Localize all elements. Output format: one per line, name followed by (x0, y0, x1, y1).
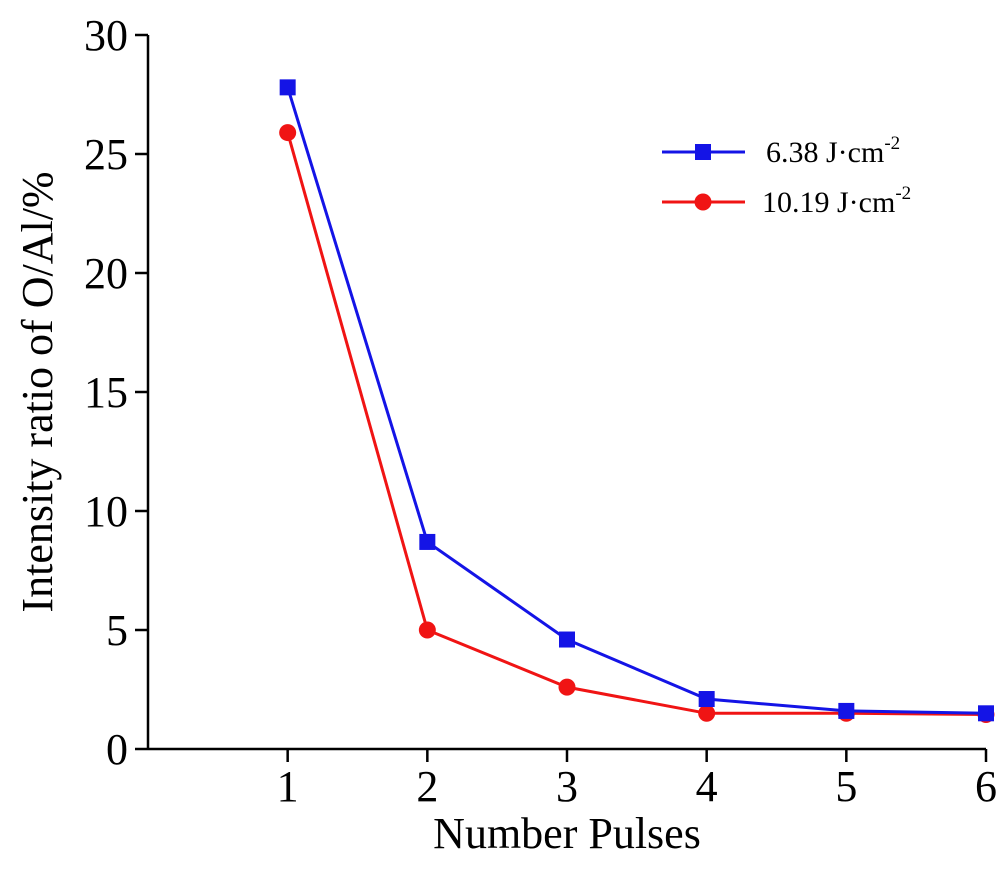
x-tick-label: 5 (835, 762, 857, 811)
y-tick-label: 20 (84, 249, 128, 298)
y-tick-label: 15 (84, 368, 128, 417)
x-tick-label: 3 (556, 762, 578, 811)
y-ticks: 0 5 10 15 20 25 30 (84, 11, 148, 774)
legend-label-superscript: -2 (895, 183, 911, 204)
legend-label-superscript: -2 (884, 133, 900, 154)
data-point-circle (698, 704, 716, 722)
data-point-square (559, 631, 575, 648)
y-tick-label: 30 (84, 11, 128, 60)
data-point-circle (418, 621, 436, 639)
y-tick-label: 25 (84, 130, 128, 179)
x-ticks: 1 2 3 4 5 6 (277, 749, 997, 811)
legend-label: 6.38 J·cm-2 (766, 133, 900, 169)
y-tick-label: 10 (84, 487, 128, 536)
legend-marker-circle (694, 193, 712, 211)
y-axis-title: Intensity ratio of O/Al/% (13, 171, 62, 612)
x-tick-label: 4 (696, 762, 718, 811)
x-axis-title: Number Pulses (433, 809, 701, 858)
x-tick-label: 2 (416, 762, 438, 811)
data-point-square (698, 691, 715, 708)
legend-marker-square (695, 144, 711, 160)
data-point-square (279, 79, 296, 96)
legend-label-base: 10.19 J·cm (762, 186, 895, 219)
data-point-square (419, 533, 436, 550)
legend-label: 10.19 J·cm-2 (762, 183, 911, 219)
y-tick-label: 5 (106, 606, 128, 655)
y-tick-label: 0 (106, 725, 128, 774)
data-point-circle (279, 124, 297, 142)
legend: 6.38 J·cm-210.19 J·cm-2 (662, 133, 911, 219)
series-line-2 (286, 132, 987, 716)
data-point-square (838, 702, 855, 719)
x-tick-label: 1 (277, 762, 299, 811)
legend-label-base: 6.38 J·cm (766, 136, 884, 169)
series-line-1 (286, 86, 987, 715)
data-point-square (978, 705, 994, 722)
series-group (279, 79, 995, 723)
x-tick-label: 6 (975, 762, 997, 811)
data-point-circle (558, 678, 576, 696)
